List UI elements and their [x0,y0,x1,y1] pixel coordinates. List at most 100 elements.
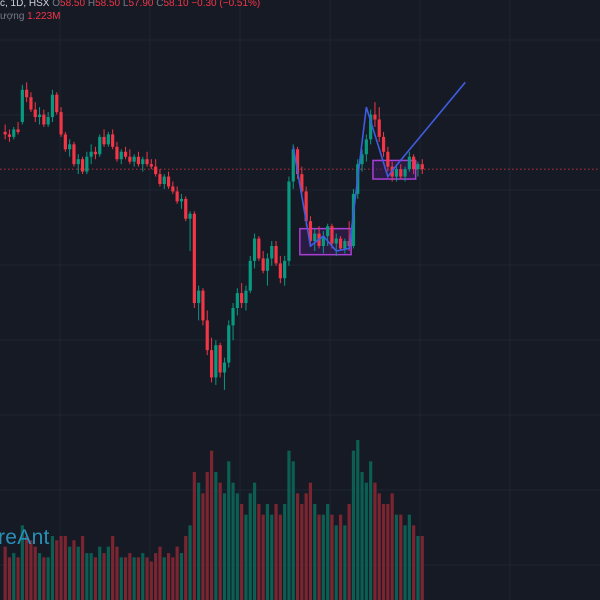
symbol-fragment: c, 1D, HSX [0,0,50,9]
candle-body [248,260,252,291]
candle-body [330,226,334,244]
volume-bar [356,440,360,600]
volume-bar [119,557,123,600]
candle-body [240,293,244,304]
volume-bar [162,557,166,600]
volume-bar [381,504,386,600]
candle-body [55,94,59,113]
candle-body [283,260,287,279]
close-label: C [156,0,164,9]
volume-bar [386,504,390,600]
volume-bar [420,536,424,600]
volume-bar [20,525,24,600]
volume-bar [63,536,67,600]
low-label: L [122,0,129,9]
volume-bar [141,553,145,600]
volume-bar [248,493,252,600]
volume-bar [154,553,158,600]
volume-bar [68,546,72,600]
volume-bar [158,546,162,600]
volume-bar [25,536,29,600]
volume-bar [16,557,20,600]
volume-bar [351,450,356,600]
candle-body [171,186,175,192]
volume-bar [7,557,12,600]
candle-body [287,181,291,261]
volume-bar [407,514,411,600]
candle-body [20,89,24,122]
volume-bar [231,482,235,600]
candle-body [235,293,239,308]
candle-body [394,169,399,177]
volume-bar [252,482,257,600]
candle-body [145,159,149,165]
high-value: 58.50 [95,0,121,9]
volume-bar [343,525,347,600]
candle-body [50,94,55,118]
volume-bar [209,450,214,600]
candle-body [308,221,313,242]
volume-bar [3,546,7,600]
volume-bar [85,553,89,600]
candle-body [119,151,123,160]
open-label: O [52,0,61,9]
volume-bar [197,482,201,600]
volume-bar [300,504,304,600]
candle-body [111,134,115,147]
volume-bar [123,557,128,600]
volume-bar [227,461,231,600]
candle-body [407,156,411,170]
candle-body [162,176,166,184]
candle-body [209,350,214,378]
volume-bar [166,553,171,600]
volume-bar [403,525,407,600]
volume-bar [175,546,179,600]
candle-body [360,154,364,165]
candle-body [128,156,132,162]
close-value: 58.10 [163,0,189,9]
volume-bar [347,504,351,600]
volume-bar [98,546,102,600]
candle-body [141,159,145,165]
volume-bar [201,493,205,600]
volume-bar [128,553,132,600]
volume-bar [72,540,76,600]
candle-body [85,156,89,172]
candle-body [227,325,231,363]
candle-body [300,174,304,192]
candle-body [102,136,106,145]
volume-bar [364,482,368,600]
low-value: 57.90 [128,0,154,9]
volume-bar [46,557,50,600]
candle-body [179,198,184,202]
volume-bar [214,472,218,600]
candle-body [136,156,141,165]
candle-body [373,114,377,120]
candle-body [158,174,162,184]
candle-body [274,246,278,264]
candle-body [403,169,407,177]
candle-body [123,151,128,157]
candle-body [420,164,424,170]
candle-body [184,198,188,219]
volume-bar [244,514,248,600]
volume-bar [377,493,381,600]
volume-label: ượng [0,11,25,22]
volume-bar [218,482,222,600]
volume-bar [93,557,98,600]
volume-bar [171,557,175,600]
candle-body [197,290,201,304]
volume-bar [235,493,239,600]
candle-body [265,258,270,271]
volume-bar [188,525,192,600]
candle-body [33,109,37,118]
volume-bar [145,557,149,600]
volume-bar [326,504,330,600]
candle-body [343,241,347,249]
volume-bar [257,504,261,600]
candle-body [201,290,205,321]
candle-body [12,129,16,137]
volume-bar [291,461,295,600]
